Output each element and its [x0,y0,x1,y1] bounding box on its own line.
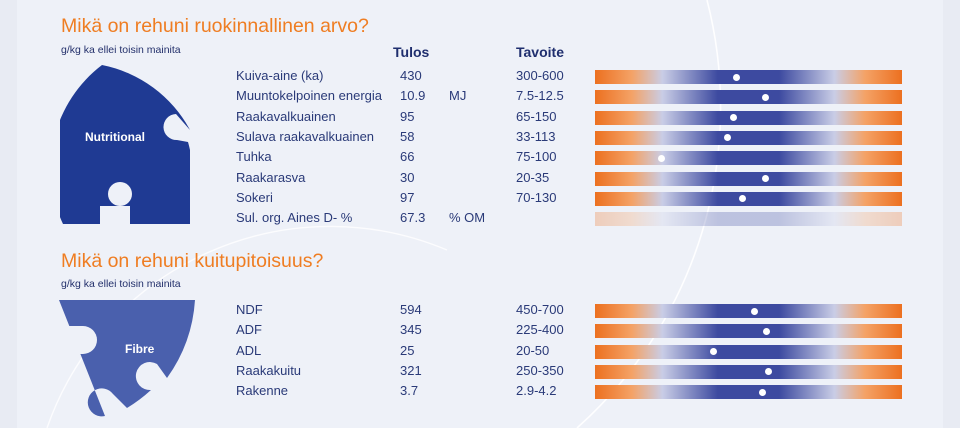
row-target: 75-100 [516,149,557,165]
row-name: Kuiva-aine (ka) [236,68,324,83]
row-target: 2.9-4.2 [516,383,557,399]
row-value: 95 [400,108,415,124]
section-nutritional-title: Mikä on rehuni ruokinnallinen arvo? [61,15,369,37]
range-bar [595,70,902,84]
row-target: 70-130 [516,189,557,205]
fibre-puzzle-icon [57,300,195,417]
value-marker [738,195,746,203]
row-name: Raakavalkuainen [236,108,336,124]
row-name: Raakarasva [236,169,306,185]
row-value: 430 [400,68,422,83]
row-value: 10.9 [400,88,426,104]
range-bar [595,212,902,227]
row-value: 66 [400,149,415,165]
row-value: 58 [400,128,415,144]
range-bar [595,171,902,186]
column-header-target: Tavoite [516,44,564,60]
range-bar [595,130,902,145]
row-name: ADF [236,322,262,338]
row-name: NDF [236,302,263,317]
value-marker [729,114,737,122]
row-value: 25 [400,342,415,358]
value-marker [764,368,772,376]
value-marker [751,307,759,315]
value-marker [761,93,769,101]
row-target: 65-150 [516,108,557,124]
row-value: 321 [400,362,422,378]
row-value: 345 [400,322,422,338]
value-marker [723,134,731,142]
row-name: Tuhka [236,149,272,165]
row-target: 20-50 [516,342,550,358]
page: Mikä on rehuni ruokinnallinen arvo? g/kg… [17,0,943,428]
row-target: 450-700 [516,302,564,317]
fibre-puzzle-label: Fibre [125,342,155,356]
column-header-result: Tulos [393,44,430,60]
value-marker [709,348,717,356]
row-value: 30 [400,169,415,185]
range-bar [595,110,902,125]
value-marker [758,388,766,396]
range-bar [595,191,902,206]
row-value: 3.7 [400,383,419,399]
value-marker [732,73,740,81]
row-name: Rakenne [236,383,289,399]
row-name: Sul. org. Aines D- % [236,210,353,226]
range-bar [595,304,902,318]
section-fibre-units-note: g/kg ka ellei toisin mainita [61,278,181,290]
background-decoration [46,0,722,428]
row-value: 594 [400,302,422,317]
row-target: 225-400 [516,322,564,338]
section-nutritional-units-note: g/kg ka ellei toisin mainita [61,44,181,56]
row-name: Raakakuitu [236,362,302,378]
row-target: 20-35 [516,169,550,185]
range-bar [595,151,902,166]
row-target: 33-113 [516,128,556,144]
row-target: 7.5-12.5 [516,88,564,104]
row-value: 67.3 [400,210,426,226]
section-fibre-title: Mikä on rehuni kuitupitoisuus? [61,250,324,272]
value-marker [657,154,665,162]
row-name: Sulava raakavalkuainen [236,128,375,144]
row-target: 250-350 [516,362,564,378]
nutritional-puzzle-icon [60,65,190,224]
row-name: Muuntokelpoinen energia [236,88,382,104]
range-bar [595,344,902,359]
row-name: Sokeri [236,189,273,205]
value-marker [761,175,769,182]
row-target: 300-600 [516,68,564,83]
range-bar [595,90,902,105]
range-bar [595,324,902,339]
row-unit: % OM [449,210,486,226]
row-value: 97 [400,189,415,205]
row-name: ADL [236,342,262,358]
range-bar [595,385,902,400]
value-marker [763,327,771,335]
nutritional-puzzle-label: Nutritional [85,130,145,144]
range-bar [595,364,902,379]
row-unit: MJ [449,88,467,104]
